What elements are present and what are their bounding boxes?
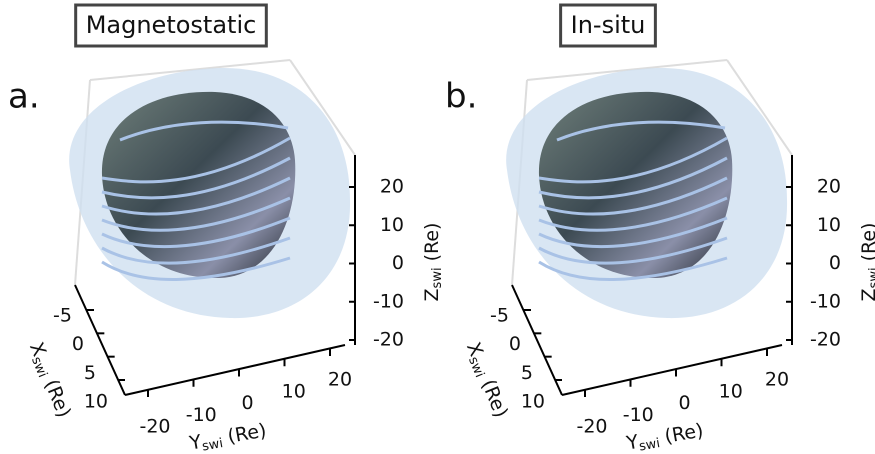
box-edge: [726, 59, 793, 156]
z-tick-label: -20: [373, 329, 404, 351]
box-edge: [526, 59, 728, 81]
y-axis-label-main: Y: [624, 430, 641, 454]
y-tick-label: -20: [576, 416, 607, 438]
y-tick-label: -10: [623, 404, 654, 426]
x-axis-label-sub: swi: [29, 355, 51, 380]
title-box: [74, 3, 268, 48]
x-axis: [511, 284, 563, 396]
y-tick-label: -10: [186, 404, 217, 426]
field-line: [538, 196, 728, 232]
x-tick-label: -5: [53, 305, 72, 327]
y-tick-label: 0: [241, 392, 253, 414]
z-axis-label-main: Z: [858, 288, 875, 301]
field-line: [119, 120, 289, 142]
y-axis-label-unit: (Re): [226, 419, 268, 447]
y-tick-label: 20: [328, 369, 352, 391]
field-line: [101, 236, 291, 265]
field-line: [101, 196, 291, 232]
y-tick-label: 20: [765, 369, 789, 391]
z-axis-label: Zswi (Re): [858, 223, 875, 302]
z-axis-label: Zswi (Re): [421, 223, 445, 302]
chart-title: Magnetostatic: [86, 11, 257, 39]
field-line: [101, 216, 291, 249]
field-line: [538, 156, 728, 200]
field-line: [101, 136, 291, 184]
z-tick-label: 10: [817, 214, 841, 236]
x-tick-label: 5: [84, 362, 96, 384]
x-axis: [74, 284, 126, 396]
panel-label: b.: [445, 77, 477, 117]
x-axis-label-sub: swi: [466, 355, 488, 380]
field-line: [101, 156, 291, 200]
z-axis-label-sub: swi: [430, 267, 445, 288]
y-axis-label-sub: swi: [638, 436, 661, 454]
field-line: [556, 120, 726, 142]
field-line: [538, 256, 728, 282]
y-tick-label: 10: [282, 380, 306, 402]
x-axis-label: Xswi(Re): [24, 339, 76, 421]
z-axis-label-unit: (Re): [858, 223, 875, 262]
z-axis-label-sub: swi: [867, 267, 875, 288]
z-axis-label-main: Z: [421, 288, 443, 301]
field-line: [538, 136, 728, 184]
z-tick-label: 10: [380, 214, 404, 236]
z-tick-label: -20: [810, 329, 841, 351]
y-axis: [561, 344, 783, 396]
field-line: [101, 256, 291, 282]
field-line: [538, 176, 728, 216]
z-tick-label: 20: [380, 176, 404, 198]
z-axis-label-unit: (Re): [421, 223, 443, 262]
x-axis-label-unit: (Re): [40, 376, 75, 420]
panel: Magnetostatica.-20-1001020-20-1001020-50…: [8, 3, 445, 454]
y-axis-label-sub: swi: [201, 436, 224, 454]
box-edge: [289, 59, 356, 156]
field-line: [538, 236, 728, 265]
y-axis-label-main: Y: [187, 430, 204, 454]
panel: In-situb.-20-1001020-20-1001020-50510Ysw…: [445, 3, 875, 454]
x-tick-label: 10: [84, 391, 108, 413]
z-tick-label: -10: [810, 290, 841, 312]
field-line: [101, 176, 291, 216]
y-axis-label-unit: (Re): [663, 419, 705, 447]
chart-title: In-situ: [571, 11, 646, 39]
y-tick-label: 10: [719, 380, 743, 402]
x-tick-label: 10: [521, 391, 545, 413]
z-tick-label: 20: [817, 176, 841, 198]
x-tick-label: 0: [509, 333, 521, 355]
z-tick-label: 0: [829, 252, 841, 274]
y-axis: [124, 344, 346, 396]
box-edge: [89, 59, 291, 81]
z-tick-label: -10: [373, 290, 404, 312]
z-tick-label: 0: [392, 252, 404, 274]
x-tick-label: -5: [490, 305, 509, 327]
panel-label: a.: [8, 77, 40, 117]
title-box: [559, 3, 657, 48]
y-tick-label: 0: [678, 392, 690, 414]
x-axis-label: Xswi(Re): [461, 339, 513, 421]
x-tick-label: 0: [72, 333, 84, 355]
x-axis-label-unit: (Re): [477, 376, 512, 420]
x-tick-label: 5: [521, 362, 533, 384]
field-line: [538, 216, 728, 249]
y-tick-label: -20: [139, 416, 170, 438]
